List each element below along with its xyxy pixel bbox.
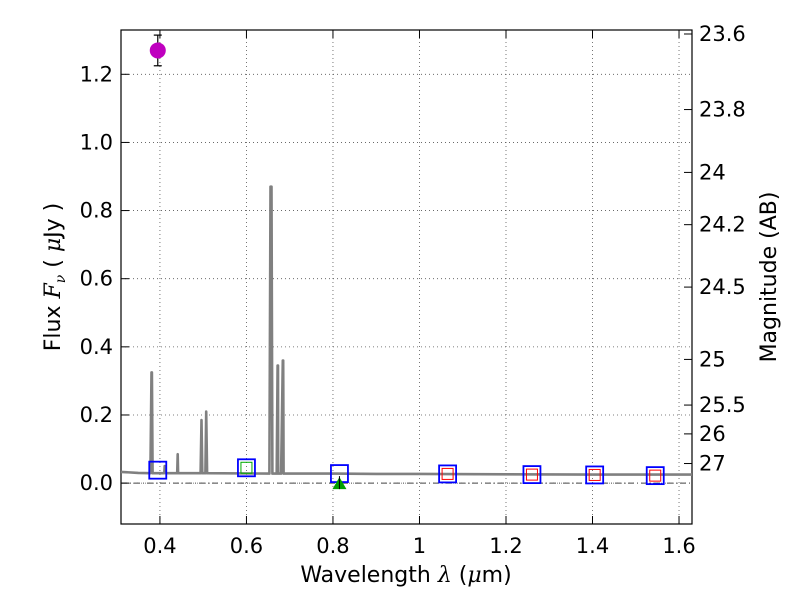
y-tick-label: 0.6	[80, 267, 113, 291]
magnitude-tick-label: 24.5	[699, 275, 746, 299]
y-axis-title: Flux Fν ( μJy )	[41, 203, 69, 352]
filter-box-marker	[438, 464, 457, 484]
filter-box-marker	[585, 465, 605, 485]
filter-box-marker	[237, 458, 256, 478]
model-box-marker	[525, 468, 538, 481]
model-box-marker	[240, 461, 253, 474]
y-tick-label: 0.8	[80, 199, 113, 223]
magnitude-tick-label: 27	[699, 452, 726, 476]
tick-marks	[121, 30, 692, 524]
magnitude-tick-label: 26	[699, 422, 726, 446]
filter-box-marker	[645, 466, 665, 486]
x-tick-label: 1.4	[576, 534, 609, 558]
model-box-marker	[588, 468, 601, 481]
y-tick-label: 0.0	[80, 471, 113, 495]
y-tick-label: 0.4	[80, 335, 113, 359]
x-tick-label: 1	[413, 534, 426, 558]
y-tick-labels: 0.0 0.2 0.4 0.6 0.8 1.0 1.2	[80, 62, 113, 495]
x-tick-label: 1.2	[489, 534, 522, 558]
y-tick-label: 1.2	[80, 62, 113, 86]
marker-layer	[148, 34, 665, 490]
x-tick-label: 0.8	[316, 534, 349, 558]
magnitude-tick-label: 23.6	[699, 22, 746, 46]
magnitude-tick-label: 25.5	[699, 393, 746, 417]
filter-box-marker	[522, 465, 542, 485]
magnitude-tick-label: 25	[699, 347, 726, 371]
magnitude-tick-labels: 23.6 23.8 24 24.2 24.5 25 25.5 26 27	[699, 22, 746, 476]
x-axis-title: Wavelength λ (μm)	[300, 563, 511, 588]
spectrum-series	[120, 185, 692, 476]
filter-box-marker	[148, 460, 168, 480]
y-tick-label: 0.2	[80, 403, 113, 427]
magnitude-tick-label: 24.2	[699, 213, 746, 237]
x-tick-label: 0.6	[230, 534, 263, 558]
spectrum-line	[120, 185, 692, 476]
y-tick-label: 1.0	[80, 130, 113, 154]
photometry-point	[149, 42, 166, 59]
model-box-marker	[441, 467, 454, 480]
magnitude-tick-label: 24	[699, 160, 726, 184]
x-tick-label: 1.6	[662, 534, 695, 558]
x-tick-label: 0.4	[143, 534, 176, 558]
plot-frame	[120, 29, 693, 525]
x-tick-labels: 0.4 0.6 0.8 1 1.2 1.4 1.6	[143, 534, 695, 558]
y2-axis-title: Magnitude (AB)	[757, 192, 782, 363]
magnitude-tick-label: 23.8	[699, 98, 746, 122]
model-box-marker	[649, 469, 662, 482]
